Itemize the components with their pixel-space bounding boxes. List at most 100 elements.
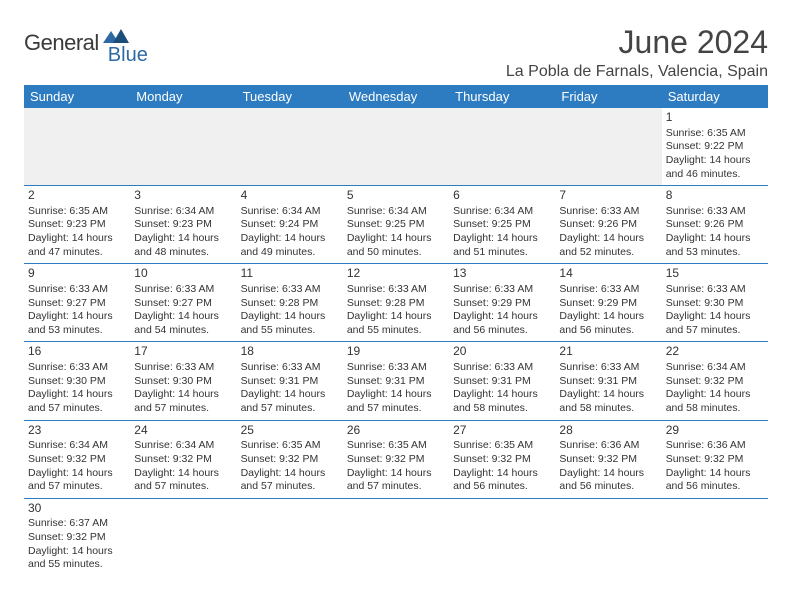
day-number: 16 bbox=[28, 344, 126, 360]
daylight-line: Daylight: 14 hours and 56 minutes. bbox=[666, 467, 764, 494]
calendar-cell: 5Sunrise: 6:34 AMSunset: 9:25 PMDaylight… bbox=[343, 186, 449, 264]
sunset-line: Sunset: 9:32 PM bbox=[453, 453, 551, 467]
calendar-cell: 9Sunrise: 6:33 AMSunset: 9:27 PMDaylight… bbox=[24, 264, 130, 342]
calendar-cell: 21Sunrise: 6:33 AMSunset: 9:31 PMDayligh… bbox=[555, 342, 661, 420]
day-number: 1 bbox=[666, 110, 764, 126]
sunset-line: Sunset: 9:27 PM bbox=[134, 297, 232, 311]
daylight-line: Daylight: 14 hours and 50 minutes. bbox=[347, 232, 445, 259]
calendar-cell bbox=[662, 498, 768, 576]
day-number: 26 bbox=[347, 423, 445, 439]
sunrise-line: Sunrise: 6:34 AM bbox=[453, 205, 551, 219]
day-number: 30 bbox=[28, 501, 126, 517]
sunset-line: Sunset: 9:27 PM bbox=[28, 297, 126, 311]
sunrise-line: Sunrise: 6:35 AM bbox=[453, 439, 551, 453]
sunrise-line: Sunrise: 6:33 AM bbox=[28, 283, 126, 297]
calendar-cell: 24Sunrise: 6:34 AMSunset: 9:32 PMDayligh… bbox=[130, 420, 236, 498]
calendar-cell: 17Sunrise: 6:33 AMSunset: 9:30 PMDayligh… bbox=[130, 342, 236, 420]
sunset-line: Sunset: 9:28 PM bbox=[241, 297, 339, 311]
calendar-cell bbox=[343, 108, 449, 186]
sunrise-line: Sunrise: 6:34 AM bbox=[241, 205, 339, 219]
daylight-line: Daylight: 14 hours and 56 minutes. bbox=[559, 310, 657, 337]
calendar-cell: 19Sunrise: 6:33 AMSunset: 9:31 PMDayligh… bbox=[343, 342, 449, 420]
calendar-week-row: 2Sunrise: 6:35 AMSunset: 9:23 PMDaylight… bbox=[24, 186, 768, 264]
sunset-line: Sunset: 9:31 PM bbox=[241, 375, 339, 389]
daylight-line: Daylight: 14 hours and 58 minutes. bbox=[559, 388, 657, 415]
calendar-page: General Blue June 2024 La Pobla de Farna… bbox=[0, 0, 792, 576]
calendar-cell: 22Sunrise: 6:34 AMSunset: 9:32 PMDayligh… bbox=[662, 342, 768, 420]
calendar-cell: 10Sunrise: 6:33 AMSunset: 9:27 PMDayligh… bbox=[130, 264, 236, 342]
sunrise-line: Sunrise: 6:34 AM bbox=[347, 205, 445, 219]
daylight-line: Daylight: 14 hours and 48 minutes. bbox=[134, 232, 232, 259]
sunrise-line: Sunrise: 6:34 AM bbox=[666, 361, 764, 375]
calendar-cell: 29Sunrise: 6:36 AMSunset: 9:32 PMDayligh… bbox=[662, 420, 768, 498]
calendar-cell bbox=[237, 108, 343, 186]
sunset-line: Sunset: 9:29 PM bbox=[559, 297, 657, 311]
sunrise-line: Sunrise: 6:34 AM bbox=[134, 439, 232, 453]
page-header: General Blue June 2024 La Pobla de Farna… bbox=[24, 24, 768, 81]
day-number: 18 bbox=[241, 344, 339, 360]
calendar-cell: 27Sunrise: 6:35 AMSunset: 9:32 PMDayligh… bbox=[449, 420, 555, 498]
day-number: 15 bbox=[666, 266, 764, 282]
sunset-line: Sunset: 9:32 PM bbox=[241, 453, 339, 467]
daylight-line: Daylight: 14 hours and 57 minutes. bbox=[134, 467, 232, 494]
calendar-cell: 16Sunrise: 6:33 AMSunset: 9:30 PMDayligh… bbox=[24, 342, 130, 420]
logo-text-general: General bbox=[24, 30, 99, 56]
calendar-week-row: 16Sunrise: 6:33 AMSunset: 9:30 PMDayligh… bbox=[24, 342, 768, 420]
sunset-line: Sunset: 9:32 PM bbox=[28, 453, 126, 467]
logo-text-blue: Blue bbox=[108, 44, 148, 67]
day-number: 24 bbox=[134, 423, 232, 439]
sunset-line: Sunset: 9:22 PM bbox=[666, 140, 764, 154]
daylight-line: Daylight: 14 hours and 49 minutes. bbox=[241, 232, 339, 259]
day-number: 3 bbox=[134, 188, 232, 204]
logo: General Blue bbox=[24, 30, 170, 56]
sunrise-line: Sunrise: 6:35 AM bbox=[241, 439, 339, 453]
day-number: 19 bbox=[347, 344, 445, 360]
daylight-line: Daylight: 14 hours and 58 minutes. bbox=[453, 388, 551, 415]
day-number: 28 bbox=[559, 423, 657, 439]
sunrise-line: Sunrise: 6:35 AM bbox=[28, 205, 126, 219]
calendar-cell bbox=[449, 108, 555, 186]
sunrise-line: Sunrise: 6:35 AM bbox=[666, 127, 764, 141]
sunset-line: Sunset: 9:23 PM bbox=[28, 218, 126, 232]
day-header: Sunday bbox=[24, 85, 130, 108]
daylight-line: Daylight: 14 hours and 55 minutes. bbox=[28, 545, 126, 572]
day-number: 20 bbox=[453, 344, 551, 360]
sunset-line: Sunset: 9:31 PM bbox=[453, 375, 551, 389]
daylight-line: Daylight: 14 hours and 47 minutes. bbox=[28, 232, 126, 259]
day-number: 29 bbox=[666, 423, 764, 439]
sunset-line: Sunset: 9:28 PM bbox=[347, 297, 445, 311]
day-number: 6 bbox=[453, 188, 551, 204]
sunrise-line: Sunrise: 6:33 AM bbox=[453, 361, 551, 375]
day-header: Wednesday bbox=[343, 85, 449, 108]
sunrise-line: Sunrise: 6:33 AM bbox=[559, 361, 657, 375]
day-number: 9 bbox=[28, 266, 126, 282]
day-number: 7 bbox=[559, 188, 657, 204]
sunset-line: Sunset: 9:30 PM bbox=[134, 375, 232, 389]
daylight-line: Daylight: 14 hours and 57 minutes. bbox=[347, 467, 445, 494]
calendar-cell: 25Sunrise: 6:35 AMSunset: 9:32 PMDayligh… bbox=[237, 420, 343, 498]
calendar-week-row: 9Sunrise: 6:33 AMSunset: 9:27 PMDaylight… bbox=[24, 264, 768, 342]
sunset-line: Sunset: 9:30 PM bbox=[28, 375, 126, 389]
sunrise-line: Sunrise: 6:33 AM bbox=[134, 361, 232, 375]
day-number: 13 bbox=[453, 266, 551, 282]
calendar-cell: 20Sunrise: 6:33 AMSunset: 9:31 PMDayligh… bbox=[449, 342, 555, 420]
daylight-line: Daylight: 14 hours and 52 minutes. bbox=[559, 232, 657, 259]
calendar-cell bbox=[130, 108, 236, 186]
sunrise-line: Sunrise: 6:35 AM bbox=[347, 439, 445, 453]
day-number: 10 bbox=[134, 266, 232, 282]
sunrise-line: Sunrise: 6:37 AM bbox=[28, 517, 126, 531]
daylight-line: Daylight: 14 hours and 56 minutes. bbox=[453, 467, 551, 494]
sunset-line: Sunset: 9:25 PM bbox=[453, 218, 551, 232]
daylight-line: Daylight: 14 hours and 55 minutes. bbox=[241, 310, 339, 337]
sunrise-line: Sunrise: 6:33 AM bbox=[347, 361, 445, 375]
sunset-line: Sunset: 9:32 PM bbox=[559, 453, 657, 467]
calendar-cell: 26Sunrise: 6:35 AMSunset: 9:32 PMDayligh… bbox=[343, 420, 449, 498]
sunset-line: Sunset: 9:32 PM bbox=[134, 453, 232, 467]
daylight-line: Daylight: 14 hours and 57 minutes. bbox=[241, 467, 339, 494]
calendar-cell: 2Sunrise: 6:35 AMSunset: 9:23 PMDaylight… bbox=[24, 186, 130, 264]
sunset-line: Sunset: 9:24 PM bbox=[241, 218, 339, 232]
sunset-line: Sunset: 9:25 PM bbox=[347, 218, 445, 232]
daylight-line: Daylight: 14 hours and 56 minutes. bbox=[559, 467, 657, 494]
calendar-cell: 23Sunrise: 6:34 AMSunset: 9:32 PMDayligh… bbox=[24, 420, 130, 498]
calendar-cell: 6Sunrise: 6:34 AMSunset: 9:25 PMDaylight… bbox=[449, 186, 555, 264]
